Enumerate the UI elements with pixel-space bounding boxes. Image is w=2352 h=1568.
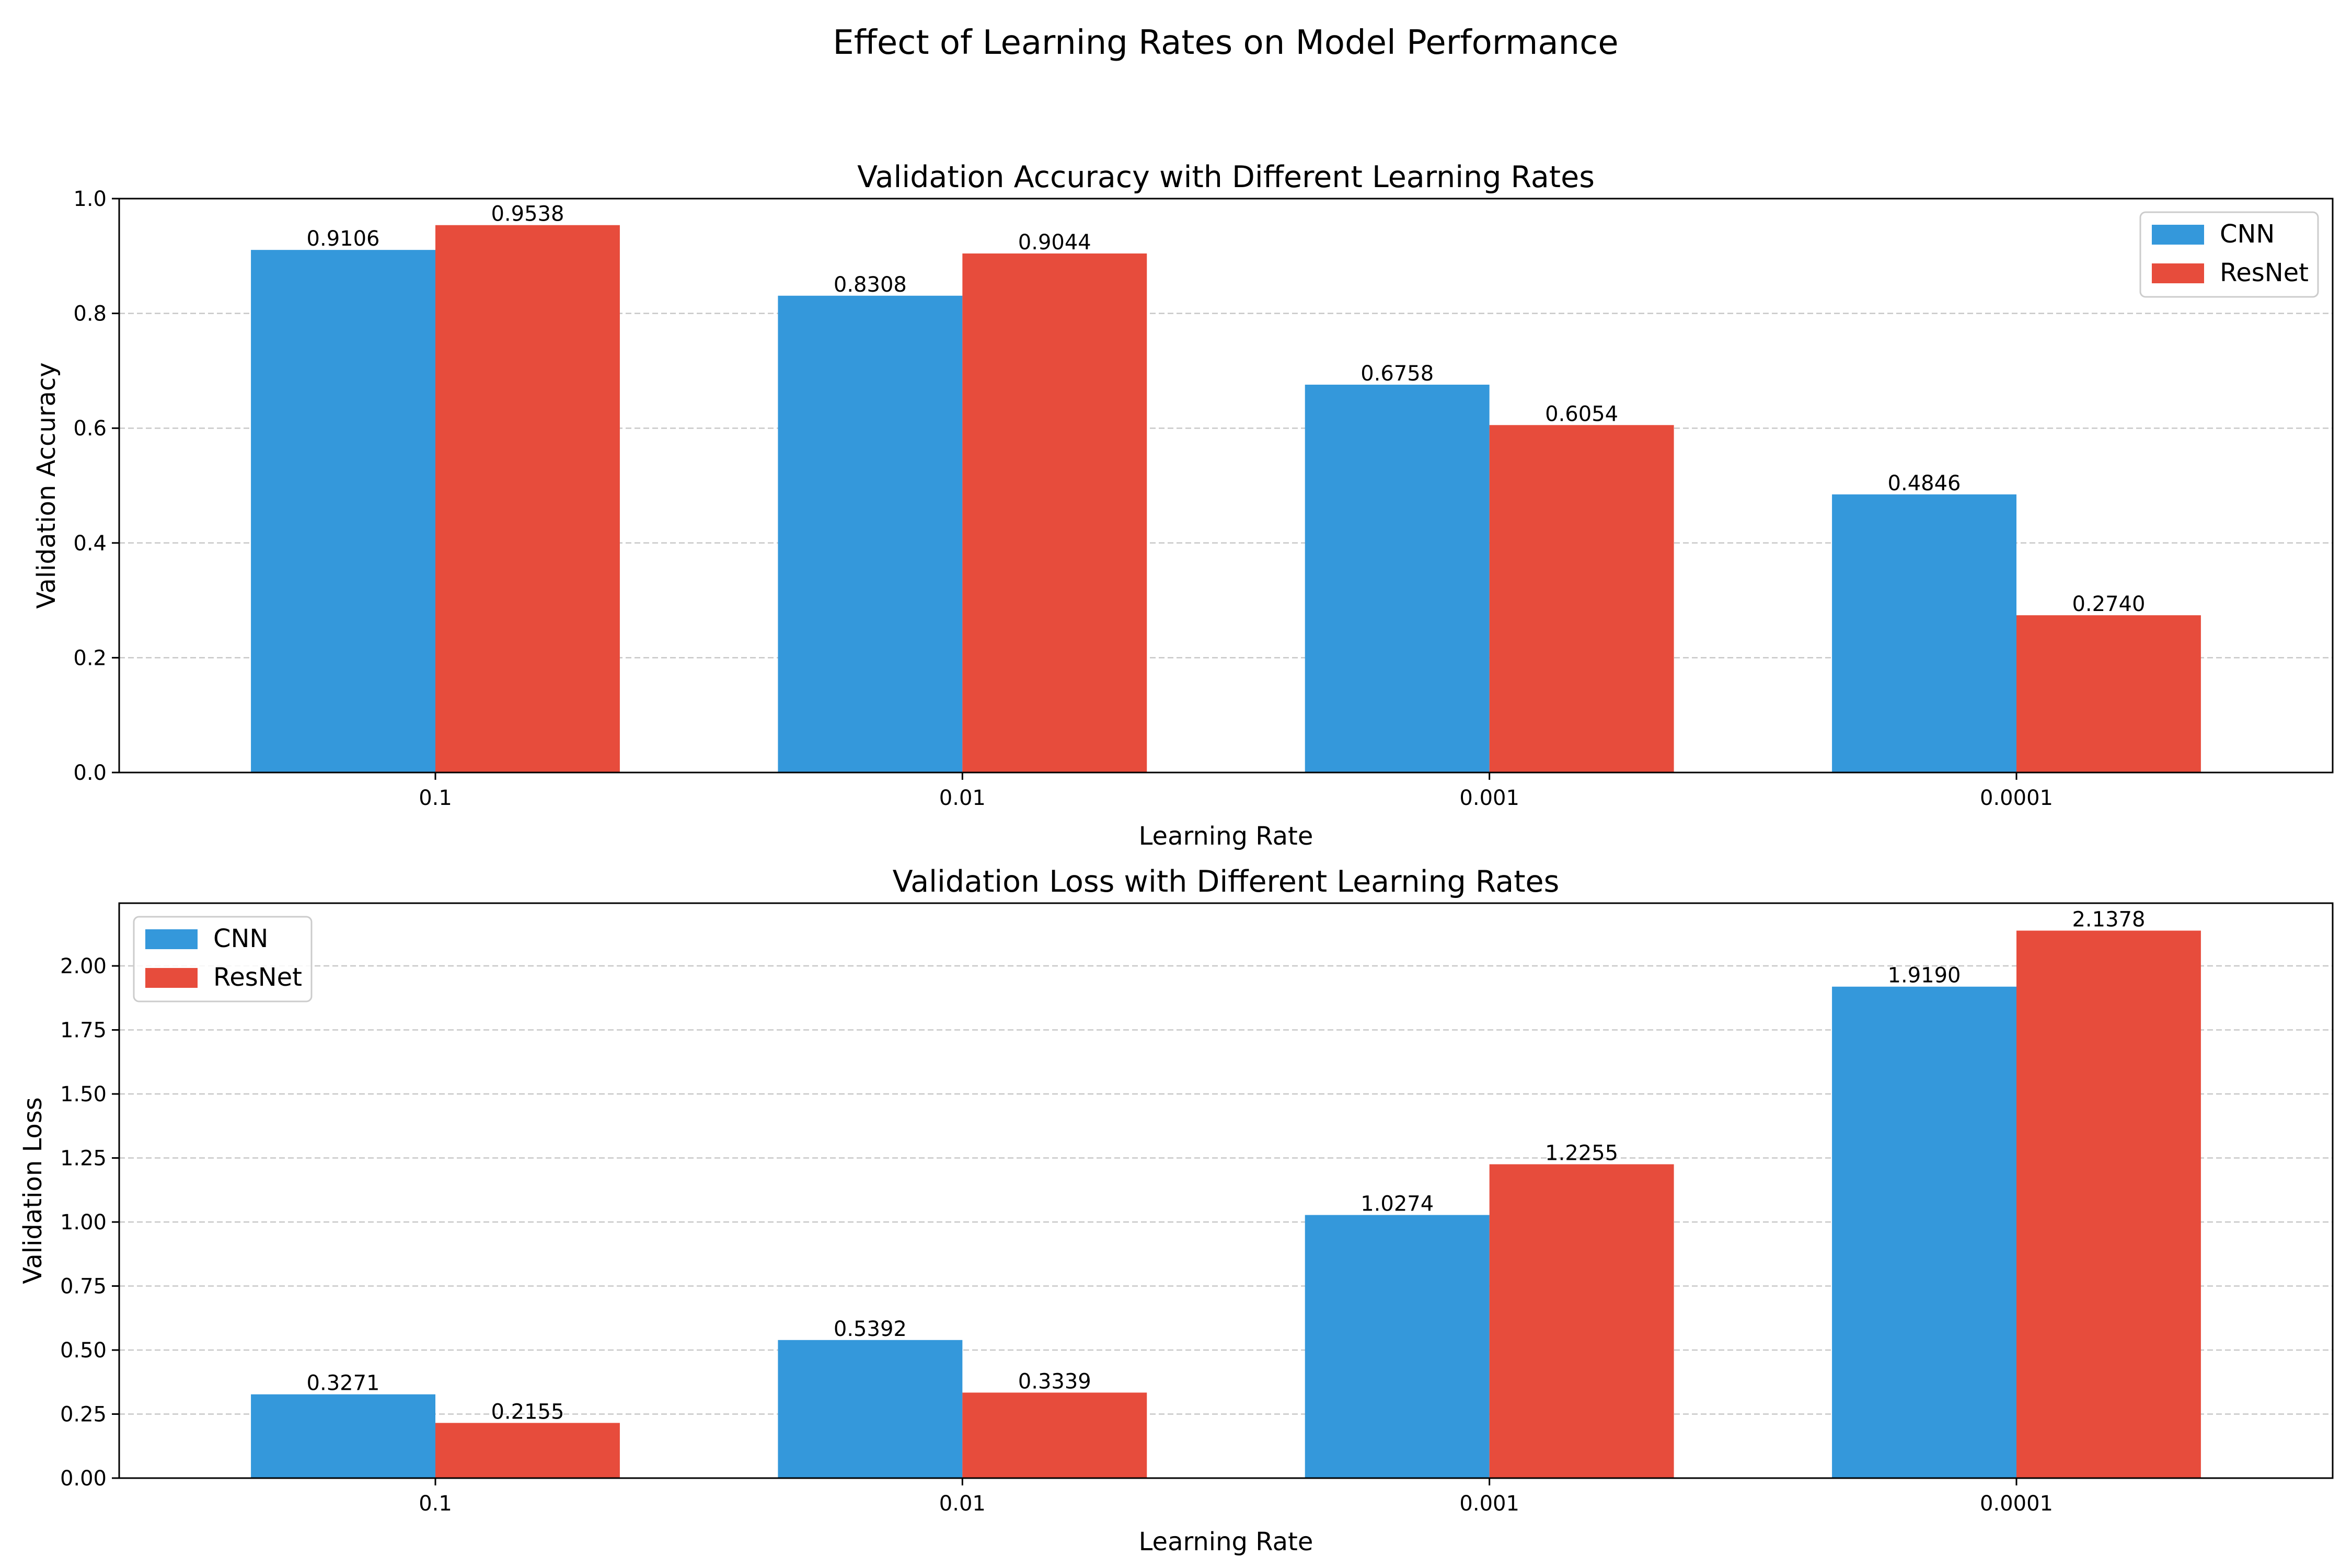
resnet-bar [1489,1164,1674,1478]
data-label: 0.2155 [491,1400,564,1424]
legend-label-resnet: ResNet [213,963,302,992]
y-tick-label: 1.75 [60,1019,107,1043]
data-label: 0.3339 [1018,1369,1091,1393]
legend-label-resnet: ResNet [2220,258,2309,287]
resnet-bar [962,253,1147,773]
legend-swatch-cnn [2152,225,2204,245]
y-tick-label: 0.50 [60,1339,107,1363]
loss-chart: 0.3271 0.5392 1.0274 1.9190 0.2155 0.3339 1.22… [18,864,2334,1557]
y-tick-label: 1.00 [60,1210,107,1235]
cnn-bar [778,295,963,773]
cnn-bar [778,1340,963,1478]
data-label: 0.9044 [1018,230,1091,255]
y-axis-label: Validation Accuracy [32,362,61,608]
resnet-bar [2016,615,2201,773]
cnn-bar [251,250,435,773]
data-label: 0.2740 [2072,592,2145,616]
cnn-bar [1305,1215,1490,1478]
y-tick-label: 0.2 [73,646,107,670]
legend-label-cnn: CNN [2220,220,2275,249]
legend: CNN ResNet [2139,211,2319,298]
chart-title: Validation Loss with Different Learning … [893,864,1560,899]
cnn-bar [1832,986,2016,1478]
x-axis-label: Learning Rate [1139,822,1313,851]
x-tick-label: 0.01 [939,786,986,810]
x-tick-label: 0.0001 [1980,1492,2053,1516]
legend-swatch-cnn [145,929,198,949]
y-tick-label: 1.50 [60,1082,107,1106]
x-tick-label: 0.1 [419,786,452,810]
y-tick-label: 0.00 [60,1467,107,1491]
y-tick-label: 0.75 [60,1275,107,1299]
x-tick-label: 0.001 [1459,786,1519,810]
x-tick-label: 0.0001 [1980,786,2053,810]
legend-label-cnn: CNN [213,924,268,953]
accuracy-chart: 0.91060.83080.67580.48460.95380.90440.60… [32,160,2334,851]
resnet-bar [1489,425,1674,773]
legend: CNN ResNet [133,916,313,1002]
y-tick-label: 0.8 [73,302,107,326]
y-tick-label: 0.25 [60,1403,107,1427]
resnet-bar [2016,930,2201,1478]
y-axis-label: Validation Loss [18,1097,48,1284]
data-label: 0.9538 [491,202,564,226]
axes-frame [118,902,2334,1479]
x-tick-label: 0.1 [419,1492,452,1516]
data-label: 1.2255 [1545,1142,1618,1166]
data-label: 1.9190 [1888,964,1961,988]
x-axis-label: Learning Rate [1139,1527,1313,1557]
legend-swatch-resnet [2152,263,2204,283]
data-label: 0.5392 [834,1317,907,1341]
y-tick-label: 1.0 [73,187,107,211]
y-tick-label: 0.4 [73,532,107,556]
data-label: 0.6054 [1545,402,1618,426]
cnn-bar [251,1394,435,1478]
figure-suptitle: Effect of Learning Rates on Model Perfor… [833,24,1618,62]
x-tick-label: 0.001 [1459,1492,1519,1516]
y-tick-label: 1.25 [60,1147,107,1171]
data-label: 0.8308 [834,273,907,297]
y-tick-label: 2.00 [60,954,107,978]
axes-frame [118,198,2334,774]
data-label: 0.3271 [307,1371,380,1396]
data-label: 1.0274 [1361,1192,1434,1216]
resnet-bar [962,1392,1147,1478]
data-label: 0.9106 [307,227,380,251]
y-tick-label: 0.6 [73,417,107,441]
resnet-bar [435,225,620,773]
data-label: 2.1378 [2072,908,2145,932]
y-tick-label: 0.0 [73,761,107,785]
chart-title: Validation Accuracy with Different Learn… [857,160,1595,194]
legend-swatch-resnet [145,968,198,988]
data-label: 0.4846 [1888,471,1961,495]
cnn-bar [1832,494,2016,773]
resnet-bar [435,1423,620,1478]
data-label: 0.6758 [1361,362,1434,386]
x-tick-label: 0.01 [939,1492,986,1516]
cnn-bar [1305,384,1490,773]
